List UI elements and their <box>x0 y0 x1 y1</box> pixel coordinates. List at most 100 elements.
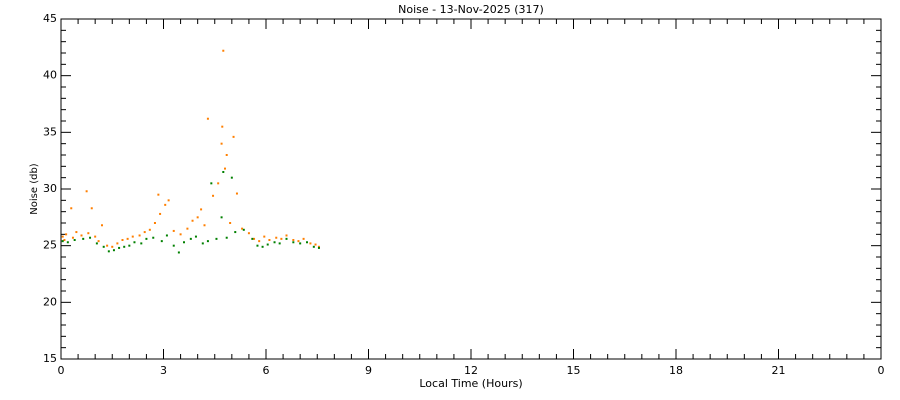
data-point <box>212 194 215 197</box>
data-point <box>314 243 317 246</box>
y-tick-label: 45 <box>43 12 57 25</box>
data-point <box>143 231 146 234</box>
data-point <box>61 240 64 243</box>
data-point <box>101 224 103 227</box>
data-point <box>128 244 131 247</box>
data-point <box>148 228 151 231</box>
data-point <box>121 239 124 241</box>
data-point <box>206 240 209 243</box>
y-axis-label: Noise (db) <box>29 163 40 215</box>
data-point <box>224 167 226 170</box>
data-point <box>241 227 244 230</box>
data-point <box>220 142 223 145</box>
data-point <box>220 216 223 219</box>
data-point <box>116 242 119 245</box>
data-point <box>75 231 78 234</box>
data-point <box>234 231 237 234</box>
data-point <box>70 207 73 210</box>
data-point <box>242 228 245 231</box>
data-point <box>317 246 320 249</box>
data-point <box>183 241 185 244</box>
data-point <box>232 135 235 138</box>
data-point <box>133 241 136 244</box>
data-point <box>280 237 283 240</box>
data-point <box>172 229 175 232</box>
data-point <box>217 182 220 185</box>
y-tick-label: 15 <box>43 352 57 365</box>
data-point <box>65 233 68 236</box>
data-point <box>97 240 100 243</box>
data-point <box>89 236 92 239</box>
data-point <box>268 239 271 241</box>
data-point <box>66 241 69 244</box>
data-point <box>309 242 312 245</box>
data-point <box>317 245 320 248</box>
data-point <box>247 232 250 235</box>
data-point <box>61 235 64 238</box>
x-tick-label: 0 <box>58 364 65 377</box>
data-point <box>85 190 88 193</box>
data-point <box>186 227 189 230</box>
data-point <box>297 240 300 243</box>
data-point <box>256 244 259 247</box>
data-point <box>95 242 98 245</box>
data-point <box>73 239 76 241</box>
x-tick-label: 6 <box>263 364 270 377</box>
data-point <box>82 237 85 240</box>
chart-title: Noise - 13-Nov-2025 (317) <box>398 3 544 16</box>
data-point <box>306 241 308 244</box>
data-point <box>138 234 141 237</box>
y-tick-label: 40 <box>43 69 57 82</box>
data-point <box>201 242 204 245</box>
data-point <box>131 235 134 238</box>
data-point <box>206 117 209 120</box>
data-point <box>194 235 197 238</box>
data-point <box>145 237 148 240</box>
data-point <box>102 245 105 248</box>
data-point <box>94 235 97 238</box>
data-point <box>285 237 288 240</box>
data-point <box>225 236 228 239</box>
data-point <box>106 244 109 247</box>
data-point <box>159 212 162 215</box>
data-point <box>189 237 192 240</box>
x-tick-label: 18 <box>669 364 683 377</box>
data-point <box>71 236 74 239</box>
y-tick-label: 30 <box>43 182 57 195</box>
data-point <box>230 176 233 179</box>
data-point <box>160 240 163 243</box>
data-point <box>222 171 225 173</box>
data-point <box>167 199 170 202</box>
data-point <box>153 222 156 224</box>
x-tick-label: 3 <box>160 364 167 377</box>
x-tick-label: 0 <box>878 364 885 377</box>
data-point <box>123 245 126 248</box>
data-point <box>210 182 213 185</box>
data-point <box>87 232 90 235</box>
data-point <box>80 234 83 237</box>
data-point <box>292 239 295 241</box>
data-point <box>177 251 180 254</box>
data-point <box>225 154 228 156</box>
data-point <box>111 245 114 248</box>
data-point <box>235 192 238 195</box>
data-point <box>263 235 266 238</box>
data-point <box>140 242 143 245</box>
x-axis-label: Local Time (Hours) <box>419 377 522 390</box>
data-point <box>164 203 167 206</box>
x-tick-label: 21 <box>772 364 786 377</box>
data-point <box>215 237 218 240</box>
data-point <box>200 208 203 211</box>
data-point <box>221 125 224 128</box>
data-point <box>157 193 160 196</box>
data-point <box>285 234 288 237</box>
data-point <box>266 243 269 246</box>
data-point <box>107 250 110 253</box>
data-point <box>302 237 305 240</box>
data-point <box>203 224 206 227</box>
data-point <box>253 237 256 240</box>
data-point <box>90 207 93 210</box>
x-tick-label: 15 <box>567 364 581 377</box>
data-point <box>191 219 194 222</box>
